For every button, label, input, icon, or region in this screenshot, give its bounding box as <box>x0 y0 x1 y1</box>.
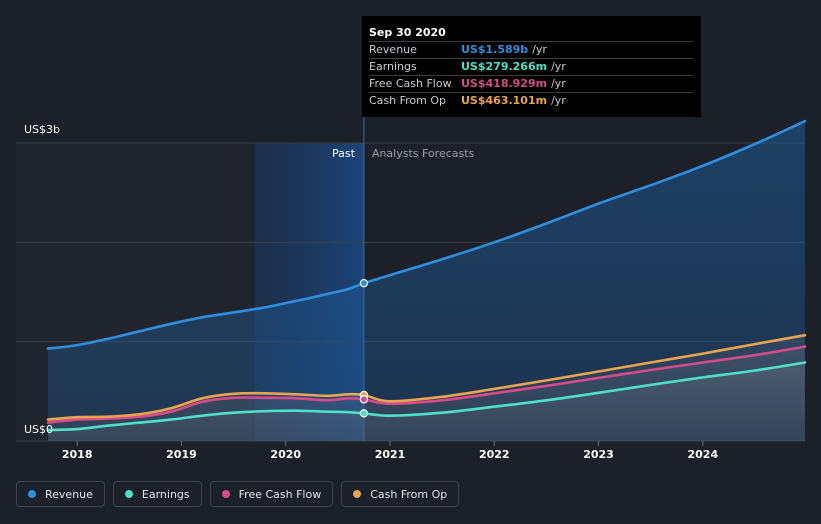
marker-revenue <box>359 278 369 288</box>
tooltip-row-revenue: Revenue US$1.589b /yr <box>369 41 693 58</box>
x-tick-label: 2018 <box>62 448 93 461</box>
x-tick-label: 2023 <box>583 448 614 461</box>
line-free-cash-flow <box>46 345 807 424</box>
line-earnings <box>46 361 807 432</box>
marker-earnings <box>359 409 369 418</box>
x-tick-label: 2019 <box>166 448 197 461</box>
tooltip-row-free-cash-flow: Free Cash Flow US$418.929m /yr <box>369 75 693 92</box>
tooltip-unit: /yr <box>551 77 566 90</box>
tooltip-label: Earnings <box>369 60 417 73</box>
legend-label: Revenue <box>45 487 93 501</box>
legend-item-revenue[interactable]: Revenue <box>16 481 105 507</box>
area-revenue <box>48 121 805 441</box>
legend-dot-icon <box>124 490 133 498</box>
tooltip-label: Cash From Op <box>369 94 447 107</box>
tooltip-value: US$279.266m <box>461 60 548 73</box>
legend-item-cash-from-op[interactable]: Cash From Op <box>341 481 460 507</box>
tooltip-label: Revenue <box>369 43 417 56</box>
legend-item-earnings[interactable]: Earnings <box>112 481 202 507</box>
legend-label: Cash From Op <box>370 487 448 501</box>
x-tick-label: 2022 <box>479 448 510 461</box>
marker-free-cash-flow <box>359 395 369 404</box>
x-tick-label: 2024 <box>688 448 719 461</box>
tooltip-label: Free Cash Flow <box>369 77 452 90</box>
line-cash-from-op <box>46 333 807 421</box>
tooltip-row-cash-from-op: Cash From Op US$463.101m /yr <box>369 92 693 109</box>
x-tick-label: 2020 <box>270 448 301 461</box>
tooltip-unit: /yr <box>551 60 566 73</box>
analysts-forecasts-label: Analysts Forecasts <box>372 147 475 160</box>
legend-dot-icon <box>221 490 230 498</box>
past-label: Past <box>332 147 356 160</box>
area-cash-from-op <box>48 335 805 441</box>
legend-dot-icon <box>353 490 362 498</box>
legend: Revenue Earnings Free Cash Flow Cash Fro… <box>16 481 460 509</box>
legend-label: Free Cash Flow <box>238 487 322 501</box>
x-tick-label: 2021 <box>375 448 406 461</box>
legend-dot-icon <box>28 490 36 498</box>
series-areas <box>48 121 805 441</box>
tooltip-unit: /yr <box>532 43 547 56</box>
tooltip-value: US$463.101m <box>461 94 548 107</box>
tooltip-row-earnings: Earnings US$279.266m /yr <box>369 58 693 75</box>
tooltip: Sep 30 2020 Revenue US$1.589b /yr Earnin… <box>362 16 701 117</box>
y-axis-bottom-label: US$0 <box>24 423 53 436</box>
tooltip-value: US$1.589b <box>461 43 529 56</box>
tooltip-value: US$418.929m <box>461 77 548 90</box>
y-axis-top-label: US$3b <box>24 123 60 136</box>
legend-item-free-cash-flow[interactable]: Free Cash Flow <box>209 481 334 507</box>
x-axis-ticks: 2018 2019 2020 2021 2022 2023 2024 <box>62 441 719 461</box>
tooltip-unit: /yr <box>551 94 566 107</box>
tooltip-date: Sep 30 2020 <box>369 26 446 39</box>
series-lines <box>46 119 807 432</box>
line-revenue <box>46 119 807 350</box>
legend-label: Earnings <box>141 487 190 501</box>
highlight-markers <box>359 278 369 418</box>
